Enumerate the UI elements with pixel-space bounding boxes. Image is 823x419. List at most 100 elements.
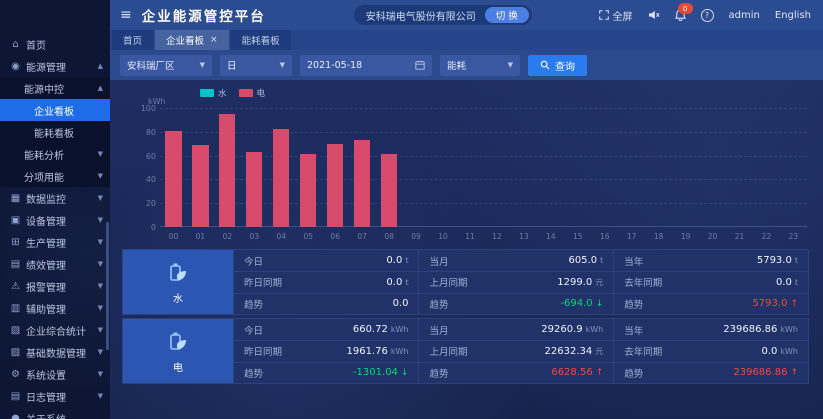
bar-slot [672,108,699,227]
period-select[interactable]: 日 ▼ [220,54,292,76]
metric-value: -1301.04 [352,367,398,379]
metric-value-wrap: 605.0 t [568,255,603,266]
user-menu[interactable]: admin [728,9,760,21]
sidebar-item-energy-mgmt[interactable]: ◉ 能源管理 ▲ [0,55,110,77]
sidebar-item-production-mgmt[interactable]: ⊞ 生产管理 ▼ [0,231,110,253]
sidebar-item-label: 生产管理 [26,238,66,250]
close-icon[interactable]: × [210,35,218,45]
bar-slot [456,108,483,227]
bar-slot [537,108,564,227]
trend-up-icon: ↑ [595,368,604,379]
date-input[interactable]: 2021-05-18 [300,54,432,76]
area-select[interactable]: 安科瑞厂区 ▼ [120,54,212,76]
legend-item-电[interactable]: 电 [238,87,265,99]
date-value: 2021-05-18 [307,59,363,71]
x-axis-labels: 00 01 02 03 04 05 06 07 08 09 10 11 12 13 14 15 16 17 18 19… [160,232,807,241]
search-button-label: 查询 [555,61,575,73]
menu-toggle-icon[interactable]: ≡ [120,7,132,23]
sidebar-item-energy-board[interactable]: 能耗看板 [0,121,110,143]
sidebar-item-about-system[interactable]: ● 关于系统 [0,407,110,419]
tab-enterprise-board[interactable]: 企业看板 × [155,30,229,50]
topbar-actions: 全屏 0 ? admin English [598,3,811,23]
sidebar-item-system-settings[interactable]: ⚙ 系统设置 ▼ [0,363,110,385]
language-toggle[interactable]: English [774,9,811,21]
help-button[interactable]: ? [700,8,714,22]
sidebar-item-subitem-energy[interactable]: 分项用能 ▼ [0,165,110,187]
metric-unit: kWh [585,325,604,335]
sidebar-scrollbar[interactable] [106,222,109,350]
main-area: ≡ 企业能源管控平台 安科瑞电气股份有限公司 切 换 全屏 0 [110,0,823,419]
metric-cell: 昨日同期 0.0 t [233,271,419,293]
sidebar-item-label: 基础数据管理 [26,348,86,360]
sidebar-item-performance-mgmt[interactable]: ▤ 绩效管理 ▼ [0,253,110,275]
notifications-button[interactable]: 0 [674,3,693,21]
x-tick-label: 20 [707,232,718,241]
sidebar-item-energy-center[interactable]: 能源中控 ▲ [0,77,110,99]
energy-icon: ◉ [11,60,20,72]
sidebar-item-enterprise-board[interactable]: 企业看板 [0,99,110,121]
sidebar-item-label: 数据监控 [26,194,66,206]
legend-swatch [238,89,253,97]
sidebar-item-assist-mgmt[interactable]: ▥ 辅助管理 ▼ [0,297,110,319]
switch-company-button[interactable]: 切 换 [484,7,529,23]
y-axis-label: kWh [148,97,166,106]
bar-电-03 [246,152,263,227]
type-select[interactable]: 能耗 ▼ [440,54,520,76]
x-tick-label: 18 [653,232,664,241]
y-tick-label: 0 [150,223,156,232]
x-tick-label: 00 [168,232,179,241]
metric-value: 0.0 [775,276,792,288]
search-button[interactable]: 查询 [528,54,587,76]
tab-energy-board[interactable]: 能耗看板 [230,30,291,50]
chevron-down-icon: ▼ [199,61,205,69]
sidebar-item-home[interactable]: ⌂ 首页 [0,33,110,55]
metric-unit: kWh [780,346,798,356]
fullscreen-button[interactable]: 全屏 [598,8,633,23]
bar-电-06 [327,143,344,227]
tab-home[interactable]: 首页 [112,30,154,50]
home-icon: ⌂ [12,38,19,50]
metric-value-wrap: 0.0 kWh [761,346,798,357]
metric-cell: 昨日同期 1961.76 kWh [233,340,419,362]
sidebar-item-label: 能源中控 [24,84,64,96]
metric-value: 5793.0 [752,298,788,310]
bar-slot [645,108,672,227]
bar-slot [241,108,268,227]
sidebar-item-data-monitor[interactable]: ▦ 数据监控 ▼ [0,187,110,209]
fullscreen-icon [598,10,609,20]
metric-label: 当年 [624,325,644,337]
metric-value: 5793.0 [756,255,792,267]
bar-slot [618,108,645,227]
metric-label: 当年 [624,256,644,268]
metrics-grid: 今日 660.72 kWh 当月 29260.9 kWh 当年 239686.86 kWh 昨日同… [233,319,808,383]
metric-cell: 上月同期 1299.0 元 [418,271,614,293]
legend-item-水[interactable]: 水 [200,87,227,99]
sidebar-item-log-mgmt[interactable]: ▤ 日志管理 ▼ [0,385,110,407]
about-icon: ● [11,412,20,419]
chevron-down-icon: ▼ [97,348,103,356]
chevron-down-icon: ▼ [97,370,103,378]
mute-button[interactable] [648,10,660,20]
device-icon: ▣ [10,214,21,226]
x-tick-label: 01 [195,232,206,241]
sidebar-item-energy-analysis[interactable]: 能耗分析 ▼ [0,143,110,165]
metric-value: 6628.56 [551,367,593,379]
fullscreen-label: 全屏 [612,11,633,23]
sidebar-item-enterprise-stats[interactable]: ▧ 企业综合统计 ▼ [0,319,110,341]
energy-card-water: 水今日 0.0 t 当月 605.0 t 当年 5793.0 t 昨日同期 0.0 t 上月同期 1299… [122,249,809,315]
metric-value-wrap: 0.0 t [386,277,408,288]
sidebar-item-device-mgmt[interactable]: ▣ 设备管理 ▼ [0,209,110,231]
chevron-down-icon: ▼ [97,304,103,312]
sidebar-item-base-data-mgmt[interactable]: ▨ 基础数据管理 ▼ [0,341,110,363]
chevron-down-icon: ▼ [97,326,103,334]
bar-slot [591,108,618,227]
assist-icon: ▥ [10,302,21,314]
tab-label: 能耗看板 [241,36,280,47]
metric-value-wrap: 0.0 [393,298,409,309]
filter-bar: 安科瑞厂区 ▼ 日 ▼ 2021-05-18 能耗 ▼ 查询 [110,50,823,80]
sidebar-item-alarm-mgmt[interactable]: ⚠ 报警管理 ▼ [0,275,110,297]
x-tick-label: 10 [438,232,448,241]
x-tick-label: 09 [411,232,421,241]
bar-slot [430,108,457,227]
